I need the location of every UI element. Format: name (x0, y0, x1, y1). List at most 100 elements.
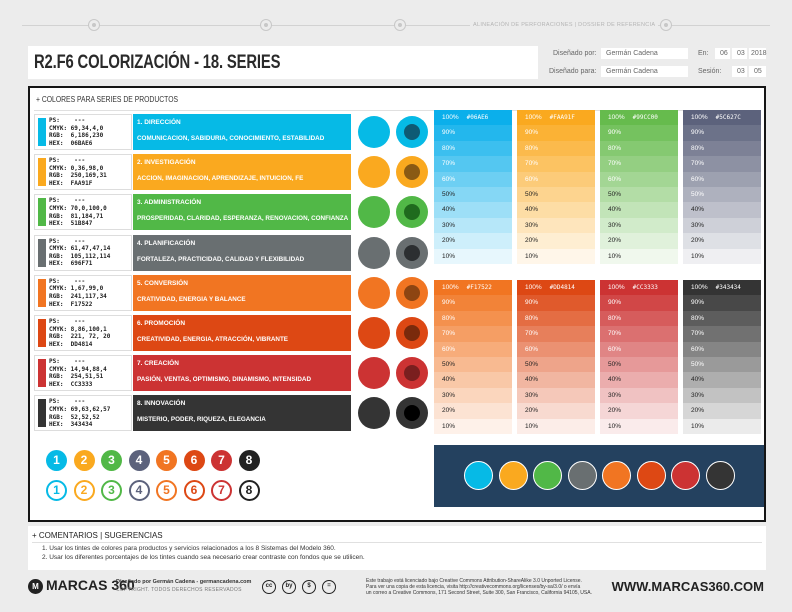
tint-swatch: 60% (517, 341, 595, 357)
color-series-panel: + COLORES PARA SERIES DE PRODUCTOS PS: -… (28, 86, 766, 522)
website-link[interactable]: WWW.MARCAS360.COM (611, 579, 764, 594)
tint-swatch: 50% (517, 356, 595, 373)
number-badge-solid: 4 (128, 450, 150, 471)
tint-label: 20% (691, 407, 705, 415)
tint-label: 70% (691, 330, 705, 338)
color-spec-text: PS: --- CMYK: 14,94,88,4 RGB: 254,51,51 … (49, 358, 107, 388)
tint-label: 10% (608, 252, 622, 260)
tint-swatch: 40% (600, 372, 678, 388)
designed-for-field[interactable]: Germán Cadena (601, 66, 688, 77)
tint-column: 100% #CC3333 90% 80% 70% 60% 50% 40% 30% 20% 10% (600, 280, 678, 434)
tint-label: 20% (608, 237, 622, 245)
tint-swatch: 100% #DD4814 (517, 280, 595, 296)
divider (32, 542, 762, 543)
tint-swatch: 90% (434, 125, 512, 141)
number-badge-solid: 1 (46, 450, 67, 471)
tint-swatch: 60% (434, 341, 512, 357)
color-circle (358, 357, 390, 390)
color-dot (404, 405, 420, 422)
number-badge-solid: 3 (101, 450, 122, 471)
tint-swatch: 10% (434, 248, 512, 264)
tint-swatch: 100% #343434 (683, 280, 761, 296)
tint-label: 60% (525, 175, 539, 183)
tint-swatch: 10% (600, 248, 678, 264)
tint-label: 80% (608, 144, 622, 152)
tint-swatch: 40% (434, 372, 512, 388)
color-circle-with-dot (396, 236, 428, 269)
tint-swatch: 90% (517, 295, 595, 311)
date-day-field[interactable]: 06 (715, 48, 730, 59)
tint-swatch: 10% (517, 418, 595, 434)
tint-swatch: 90% (683, 125, 761, 141)
noderivatives-icon: = (322, 580, 336, 594)
brand-name: MARCAS 360 (46, 577, 135, 593)
tint-swatch: 50% (683, 186, 761, 203)
series-keywords: CREATIVIDAD, ENERGIA, ATRACCIÓN, VIBRANT… (137, 336, 289, 343)
series-color-bar: 4. PLANIFICACIÓN FORTALEZA, PRACTICIDAD,… (133, 234, 351, 271)
color-spec-text: PS: --- CMYK: 0,36,98,0 RGB: 250,169,31 … (49, 157, 107, 187)
tint-swatch: 40% (517, 202, 595, 218)
series-keywords: ACCION, IMAGINACION, APRENDIZAJE, INTUIC… (137, 175, 304, 183)
tint-label: 80% (525, 144, 539, 152)
tint-label: 30% (691, 391, 705, 399)
tint-swatch: 20% (683, 233, 761, 249)
tint-swatch: 80% (683, 140, 761, 157)
designed-by-field[interactable]: Germán Cadena (601, 48, 688, 59)
session-number-field[interactable]: 03 (732, 66, 747, 77)
color-circle-with-dot (396, 196, 428, 229)
date-month-field[interactable]: 03 (732, 48, 747, 59)
tint-label: 40% (442, 376, 456, 384)
series-color-bar: 5. CONVERSIÓN CRATIVIDAD, ENERGIA Y BALA… (133, 274, 351, 311)
series-title: 8. INNOVACIÓN (137, 400, 186, 408)
attribution-icon: by (282, 580, 296, 594)
tint-swatch: 20% (600, 403, 678, 419)
registration-mark-icon (260, 19, 272, 31)
comments-heading: + COMENTARIOS | SUGERENCIAS (32, 531, 163, 540)
tint-label: 80% (442, 314, 456, 322)
tint-hex-label: #F17522 (466, 284, 492, 291)
tint-swatch: 80% (683, 310, 761, 327)
panel-label: + COLORES PARA SERIES DE PRODUCTOS (36, 95, 179, 104)
tint-column: 100% #06AE6 90% 80% 70% 60% 50% 40% 30% 20% 10% (434, 110, 512, 264)
tint-label: 40% (608, 206, 622, 214)
tint-label: 70% (608, 330, 622, 338)
tint-swatch: 70% (517, 156, 595, 172)
tint-label: 30% (442, 221, 456, 229)
tint-swatch: 100% #F17522 (434, 280, 512, 296)
tint-swatch: 30% (683, 387, 761, 404)
date-year-field[interactable]: 2018 (749, 48, 767, 59)
series-color-bar: 8. INNOVACIÓN MISTERIO, PODER, RIQUEZA, … (133, 395, 351, 432)
color-circle (358, 276, 390, 309)
tint-column: 100% #343434 90% 80% 70% 60% 50% 40% 30% 20% 10% (683, 280, 761, 434)
registration-mark-icon (660, 19, 672, 31)
tint-label: 20% (525, 407, 539, 415)
color-circle (358, 196, 390, 229)
number-badge-outline: 2 (73, 480, 95, 501)
tint-swatch: 90% (517, 125, 595, 141)
session-total-field[interactable]: 05 (749, 66, 766, 77)
tint-label: 10% (691, 252, 705, 260)
designer-credit: Diseñado por Germán Cadena - germancaden… (116, 579, 252, 585)
tint-swatch: 80% (517, 140, 595, 157)
color-spec-card: PS: --- CMYK: 69,63,62,57 RGB: 52,52,52 … (34, 395, 132, 432)
license-text: Este trabajo está licenciado bajo Creati… (366, 578, 592, 597)
tint-label: 80% (691, 144, 705, 152)
series-keywords: PROSPERIDAD, CLARIDAD, ESPERANZA, RENOVA… (137, 215, 349, 223)
number-badge-outline: 8 (238, 480, 260, 501)
color-spec-card: PS: --- CMYK: 61,47,47,14 RGB: 105,112,1… (34, 234, 132, 271)
tint-column: 100% #DD4814 90% 80% 70% 60% 50% 40% 30% 20% 10% (517, 280, 595, 434)
series-row: PS: --- CMYK: 61,47,47,14 RGB: 105,112,1… (34, 234, 374, 271)
tint-swatch: 80% (517, 310, 595, 327)
tint-label: 20% (442, 237, 456, 245)
comment-item: 2. Usar los diferentes porcentajes de lo… (42, 554, 365, 561)
tint-label: 60% (442, 175, 456, 183)
license-line[interactable]: Para ver una copia de esta licencia, vis… (366, 584, 581, 591)
tint-swatch: 100% #99CC00 (600, 110, 678, 126)
color-dot (404, 124, 420, 140)
tint-label: 10% (608, 422, 622, 430)
tint-label: 40% (691, 206, 705, 214)
color-spec-text: PS: --- CMYK: 69,63,62,57 RGB: 52,52,52 … (49, 398, 111, 429)
series-title: 7. CREACIÓN (137, 360, 179, 368)
tint-swatch: 60% (600, 171, 678, 187)
series-keywords: MISTERIO, PODER, RIQUEZA, ELEGANCIA (137, 416, 266, 424)
